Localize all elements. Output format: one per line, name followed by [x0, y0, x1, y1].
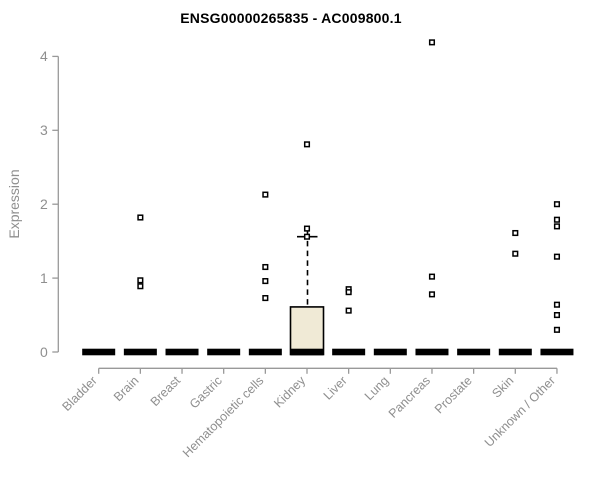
median-bar	[165, 348, 199, 356]
outlier-point	[428, 273, 436, 280]
outlier-point	[553, 253, 561, 260]
y-tick-label: 3	[40, 122, 48, 138]
median-bar	[498, 348, 532, 356]
x-tick-label: Skin	[489, 373, 516, 400]
outlier-point	[553, 216, 561, 223]
outlier-point	[512, 229, 519, 237]
median-bar	[207, 348, 241, 356]
outlier-point	[137, 214, 144, 221]
outlier-point	[553, 201, 561, 208]
outlier-point	[345, 307, 352, 314]
median-bar	[415, 348, 449, 356]
x-tick-label: Prostate	[432, 373, 475, 416]
x-tick-label: Lung	[362, 373, 392, 403]
outlier-point	[303, 233, 311, 240]
median-bar	[457, 348, 491, 356]
median-bar	[540, 348, 574, 356]
x-tick-label: Breast	[148, 373, 184, 409]
x-tick-label: Pancreas	[386, 374, 433, 421]
outlier-point	[553, 312, 561, 319]
x-tick-label: Bladder	[59, 374, 99, 414]
median-bar	[123, 348, 157, 356]
outlier-point	[553, 301, 561, 308]
outlier-point	[303, 141, 311, 148]
median-bar	[373, 348, 407, 356]
x-tick-label: Hematopoietic cells	[180, 374, 267, 461]
box-5	[289, 306, 325, 356]
y-tick-label: 2	[40, 196, 48, 212]
outlier-point	[137, 277, 144, 284]
outlier-point	[428, 291, 436, 298]
median-bar	[290, 348, 324, 356]
outlier-point	[262, 191, 269, 198]
outlier-point	[303, 225, 311, 232]
outlier-point	[262, 295, 269, 302]
outlier-point	[428, 39, 436, 46]
median-bar	[82, 348, 116, 356]
x-tick-label: Gastric	[187, 374, 225, 412]
y-tick-label: 1	[40, 270, 48, 286]
y-tick-label: 4	[40, 48, 48, 64]
median-bar	[248, 348, 282, 356]
outlier-point	[553, 223, 561, 230]
x-tick-label: Liver	[321, 374, 350, 403]
outlier-point	[512, 250, 519, 257]
x-tick-label: Kidney	[271, 373, 308, 410]
y-tick-label: 0	[40, 344, 48, 360]
outlier-point	[262, 263, 269, 271]
outlier-point	[262, 278, 269, 285]
x-tick-label: Unknown / Other	[482, 374, 558, 450]
outlier-point	[137, 283, 144, 290]
outlier-point	[345, 289, 352, 296]
chart-title: ENSG00000265835 - AC009800.1	[180, 10, 402, 26]
x-tick-label: Brain	[111, 373, 142, 404]
median-bar	[332, 348, 366, 356]
outlier-point	[553, 326, 561, 333]
